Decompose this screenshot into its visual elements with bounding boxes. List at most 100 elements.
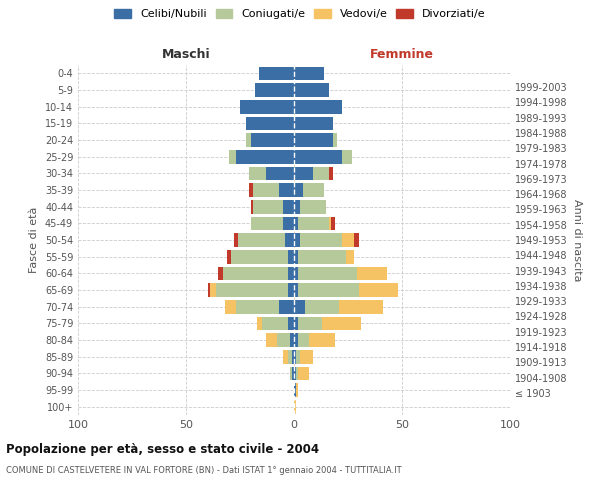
Bar <box>294 316 298 330</box>
Bar <box>294 333 298 347</box>
Bar <box>294 383 296 397</box>
Bar <box>247 116 294 130</box>
Bar <box>294 83 329 97</box>
Bar <box>292 366 294 380</box>
Text: Maschi: Maschi <box>161 48 211 62</box>
Bar <box>290 366 292 380</box>
Bar <box>294 400 296 413</box>
Bar <box>331 216 335 230</box>
Bar <box>257 316 262 330</box>
Bar <box>298 250 346 264</box>
Bar <box>233 233 238 247</box>
Bar <box>236 150 294 164</box>
Bar <box>294 350 296 364</box>
Bar <box>247 133 251 147</box>
Bar <box>294 183 302 197</box>
Bar <box>298 366 309 380</box>
Bar <box>298 266 356 280</box>
Bar <box>294 133 333 147</box>
Bar <box>346 250 355 264</box>
Bar <box>279 183 294 197</box>
Bar <box>340 300 383 314</box>
Bar <box>296 383 298 397</box>
Bar <box>355 233 359 247</box>
Bar <box>251 200 253 213</box>
Bar <box>294 250 298 264</box>
Bar <box>294 366 296 380</box>
Bar <box>223 266 287 280</box>
Text: Popolazione per età, sesso e stato civile - 2004: Popolazione per età, sesso e stato civil… <box>6 442 319 456</box>
Bar <box>302 183 324 197</box>
Text: COMUNE DI CASTELVETERE IN VAL FORTORE (BN) - Dati ISTAT 1° gennaio 2004 - TUTTIT: COMUNE DI CASTELVETERE IN VAL FORTORE (B… <box>6 466 401 475</box>
Bar <box>341 150 352 164</box>
Bar <box>229 150 236 164</box>
Bar <box>232 250 287 264</box>
Bar <box>294 166 313 180</box>
Bar <box>294 266 298 280</box>
Bar <box>298 316 322 330</box>
Bar <box>298 216 329 230</box>
Bar <box>305 300 340 314</box>
Bar <box>248 166 266 180</box>
Bar <box>290 333 294 347</box>
Bar <box>266 166 294 180</box>
Bar <box>294 200 301 213</box>
Bar <box>283 216 294 230</box>
Text: Femmine: Femmine <box>370 48 434 62</box>
Bar <box>301 350 313 364</box>
Bar <box>294 116 333 130</box>
Bar <box>329 166 333 180</box>
Bar <box>298 283 359 297</box>
Bar <box>294 66 324 80</box>
Bar <box>253 200 283 213</box>
Bar <box>356 266 387 280</box>
Bar <box>294 233 301 247</box>
Bar <box>359 283 398 297</box>
Bar <box>218 266 223 280</box>
Bar <box>208 283 210 297</box>
Bar <box>259 66 294 80</box>
Bar <box>287 316 294 330</box>
Bar <box>287 283 294 297</box>
Bar <box>333 133 337 147</box>
Bar <box>248 183 253 197</box>
Bar <box>294 150 341 164</box>
Bar <box>287 266 294 280</box>
Bar <box>301 233 341 247</box>
Bar <box>283 350 287 364</box>
Bar <box>329 216 331 230</box>
Bar <box>277 333 290 347</box>
Bar <box>287 250 294 264</box>
Bar <box>216 283 287 297</box>
Bar <box>292 350 294 364</box>
Bar <box>322 316 361 330</box>
Bar <box>294 300 305 314</box>
Bar <box>262 316 287 330</box>
Legend: Celibi/Nubili, Coniugati/e, Vedovi/e, Divorziati/e: Celibi/Nubili, Coniugati/e, Vedovi/e, Di… <box>111 6 489 22</box>
Bar <box>238 233 286 247</box>
Bar <box>236 300 279 314</box>
Bar <box>286 233 294 247</box>
Bar <box>240 100 294 114</box>
Bar <box>301 200 326 213</box>
Bar <box>253 183 279 197</box>
Bar <box>287 350 292 364</box>
Bar <box>251 216 283 230</box>
Bar <box>296 366 298 380</box>
Bar <box>210 283 216 297</box>
Bar <box>255 83 294 97</box>
Bar <box>296 350 301 364</box>
Bar <box>341 233 355 247</box>
Bar <box>309 333 335 347</box>
Bar <box>313 166 329 180</box>
Y-axis label: Anni di nascita: Anni di nascita <box>572 198 581 281</box>
Bar <box>283 200 294 213</box>
Bar <box>227 250 232 264</box>
Bar <box>298 333 309 347</box>
Bar <box>294 216 298 230</box>
Bar <box>294 100 341 114</box>
Bar <box>279 300 294 314</box>
Y-axis label: Fasce di età: Fasce di età <box>29 207 39 273</box>
Bar <box>251 133 294 147</box>
Bar <box>294 283 298 297</box>
